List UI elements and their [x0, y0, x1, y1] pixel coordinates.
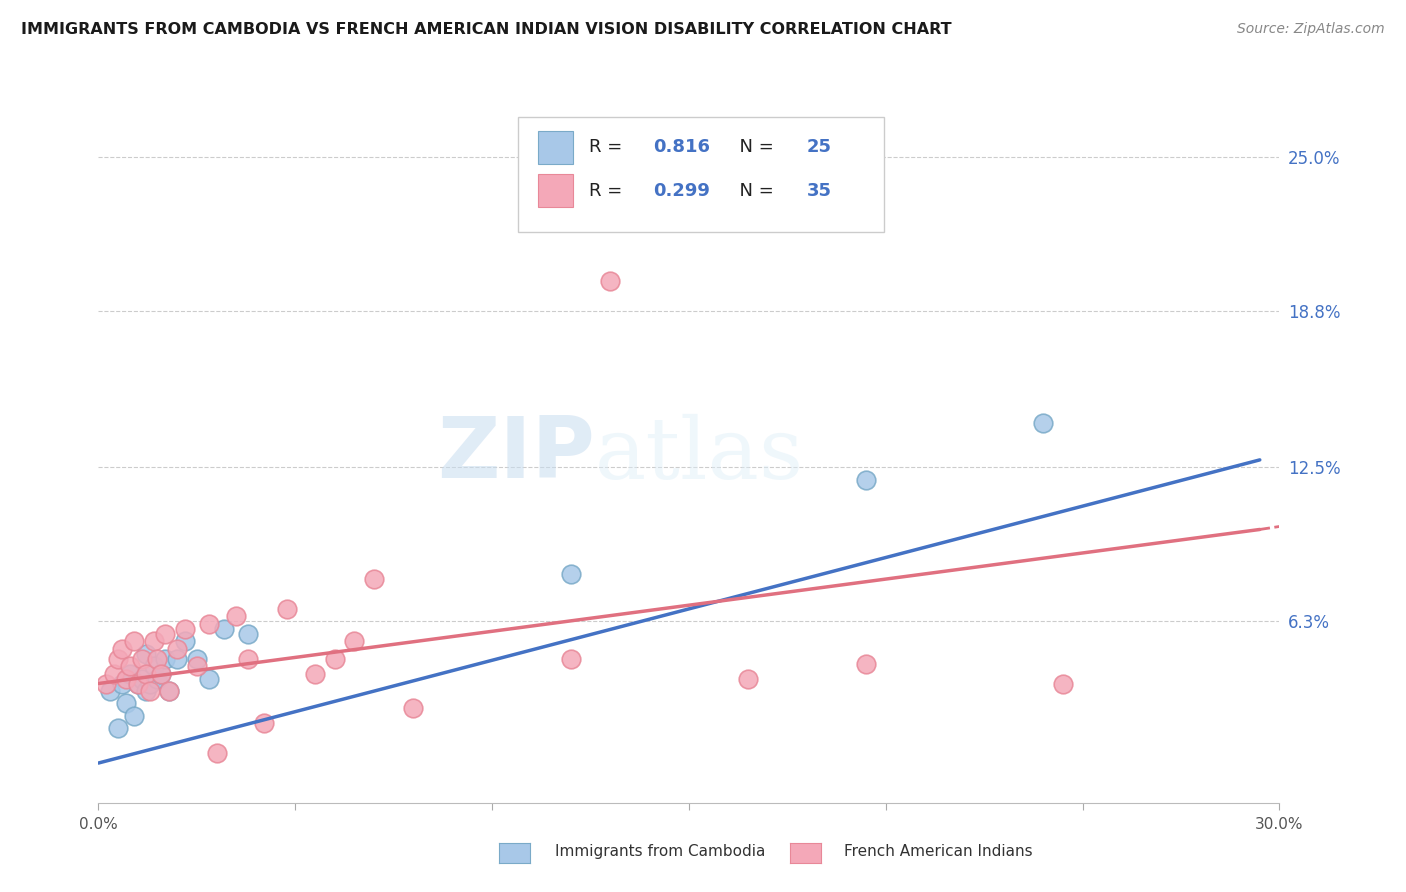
Text: atlas: atlas [595, 413, 804, 497]
Point [122, 634, 145, 648]
Point [205, 746, 228, 760]
Point [135, 666, 157, 681]
Point [96, 676, 118, 690]
Point [115, 697, 138, 711]
Point [135, 684, 157, 698]
Point [131, 672, 153, 686]
Point [186, 659, 208, 673]
Text: 35: 35 [807, 182, 832, 200]
Point [599, 274, 621, 288]
Point [214, 622, 236, 636]
Text: IMMIGRANTS FROM CAMBODIA VS FRENCH AMERICAN INDIAN VISION DISABILITY CORRELATION: IMMIGRANTS FROM CAMBODIA VS FRENCH AMERI… [21, 22, 952, 37]
Point [155, 651, 177, 665]
Point [155, 627, 177, 641]
FancyBboxPatch shape [537, 131, 574, 164]
Point [127, 676, 149, 690]
Point [118, 666, 141, 681]
Text: Source: ZipAtlas.com: Source: ZipAtlas.com [1237, 22, 1385, 37]
Text: ZIP: ZIP [437, 413, 595, 497]
Text: N =: N = [728, 182, 779, 200]
Text: 0.299: 0.299 [654, 182, 710, 200]
Text: R =: R = [589, 182, 627, 200]
Point [150, 666, 173, 681]
Point [236, 651, 259, 665]
Point [157, 684, 180, 698]
Point [135, 647, 157, 661]
Text: Immigrants from Cambodia: Immigrants from Cambodia [555, 845, 766, 859]
Point [1032, 416, 1054, 430]
Point [236, 627, 259, 641]
Point [855, 657, 877, 671]
Point [166, 651, 188, 665]
Point [138, 684, 160, 698]
Point [142, 634, 165, 648]
Point [363, 572, 385, 586]
FancyBboxPatch shape [517, 118, 884, 232]
Point [402, 701, 425, 715]
Point [146, 651, 169, 665]
Point [146, 672, 169, 686]
Point [855, 473, 877, 487]
Text: R =: R = [589, 138, 627, 156]
Point [560, 567, 582, 582]
Point [157, 684, 180, 698]
Text: 0.816: 0.816 [654, 138, 710, 156]
Point [197, 672, 219, 686]
Point [111, 676, 134, 690]
Point [131, 651, 153, 665]
Point [138, 676, 160, 690]
Point [111, 641, 134, 656]
Point [186, 651, 208, 665]
Point [276, 602, 298, 616]
Point [304, 666, 326, 681]
Point [1052, 676, 1074, 690]
Point [122, 708, 145, 723]
Point [174, 634, 197, 648]
Point [323, 651, 346, 665]
FancyBboxPatch shape [537, 174, 574, 207]
Point [107, 721, 129, 735]
Point [174, 622, 197, 636]
Point [343, 634, 366, 648]
Point [142, 659, 165, 673]
Text: 25: 25 [807, 138, 832, 156]
Text: N =: N = [728, 138, 779, 156]
Point [225, 609, 247, 624]
Point [150, 666, 173, 681]
Point [118, 659, 141, 673]
Point [253, 716, 276, 731]
Point [107, 651, 129, 665]
Point [197, 616, 219, 631]
Point [115, 672, 138, 686]
Point [166, 641, 188, 656]
Point [103, 666, 125, 681]
Point [98, 684, 121, 698]
Point [560, 651, 582, 665]
Text: French American Indians: French American Indians [844, 845, 1032, 859]
Point [127, 676, 149, 690]
Point [737, 672, 759, 686]
